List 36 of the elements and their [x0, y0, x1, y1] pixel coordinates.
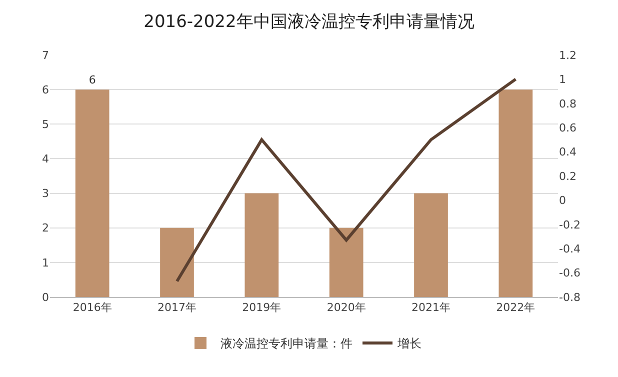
- y-tick-label: 7: [42, 48, 49, 62]
- x-tick-label: 2020年: [326, 301, 366, 314]
- y-tick-label: 5: [42, 118, 49, 131]
- y2-tick-label: 0.6: [559, 121, 576, 134]
- line-series: [176, 78, 518, 283]
- x-tick-label: 2019年: [242, 301, 282, 314]
- y2-tick-label: -0.6: [559, 266, 580, 280]
- bar: [498, 90, 533, 297]
- y2-tick-label: -0.2: [559, 218, 580, 232]
- legend-label: 液冷温控专利申请量：件: [220, 336, 352, 351]
- y-tick-label: 3: [42, 187, 49, 200]
- y2-tick-label: 0.8: [559, 97, 576, 110]
- data-label: 6: [88, 74, 96, 87]
- y-tick-label: 4: [42, 152, 49, 166]
- y2-tick-label: -0.4: [559, 242, 580, 256]
- x-tick-label: 2017年: [158, 301, 196, 314]
- chart-title: 2016-2022年中国液冷温控专利申请量情况: [144, 12, 474, 32]
- y-tick-label: 6: [42, 83, 49, 96]
- bar: [329, 228, 364, 297]
- y-tick-label: 2: [42, 222, 49, 235]
- y2-tick-label: 1: [559, 73, 566, 86]
- y2-tick-label: 0.4: [559, 146, 576, 159]
- y-tick-label: 1: [42, 256, 49, 270]
- bar: [414, 193, 448, 297]
- bar: [244, 193, 279, 297]
- y2-tick-label: -0.8: [559, 290, 580, 304]
- x-tick-label: 2022年: [496, 301, 536, 314]
- bar: [160, 228, 194, 297]
- y-tick-label: 0: [42, 290, 49, 304]
- y2-tick-label: 0.2: [559, 170, 576, 183]
- x-tick-label: 2016年: [72, 301, 112, 314]
- y2-tick-label: 0: [559, 194, 566, 208]
- y2-tick-label: 1.2: [559, 48, 576, 62]
- x-tick-label: 2021年: [412, 301, 450, 314]
- bar: [75, 90, 110, 297]
- legend-label: 增长: [396, 336, 422, 351]
